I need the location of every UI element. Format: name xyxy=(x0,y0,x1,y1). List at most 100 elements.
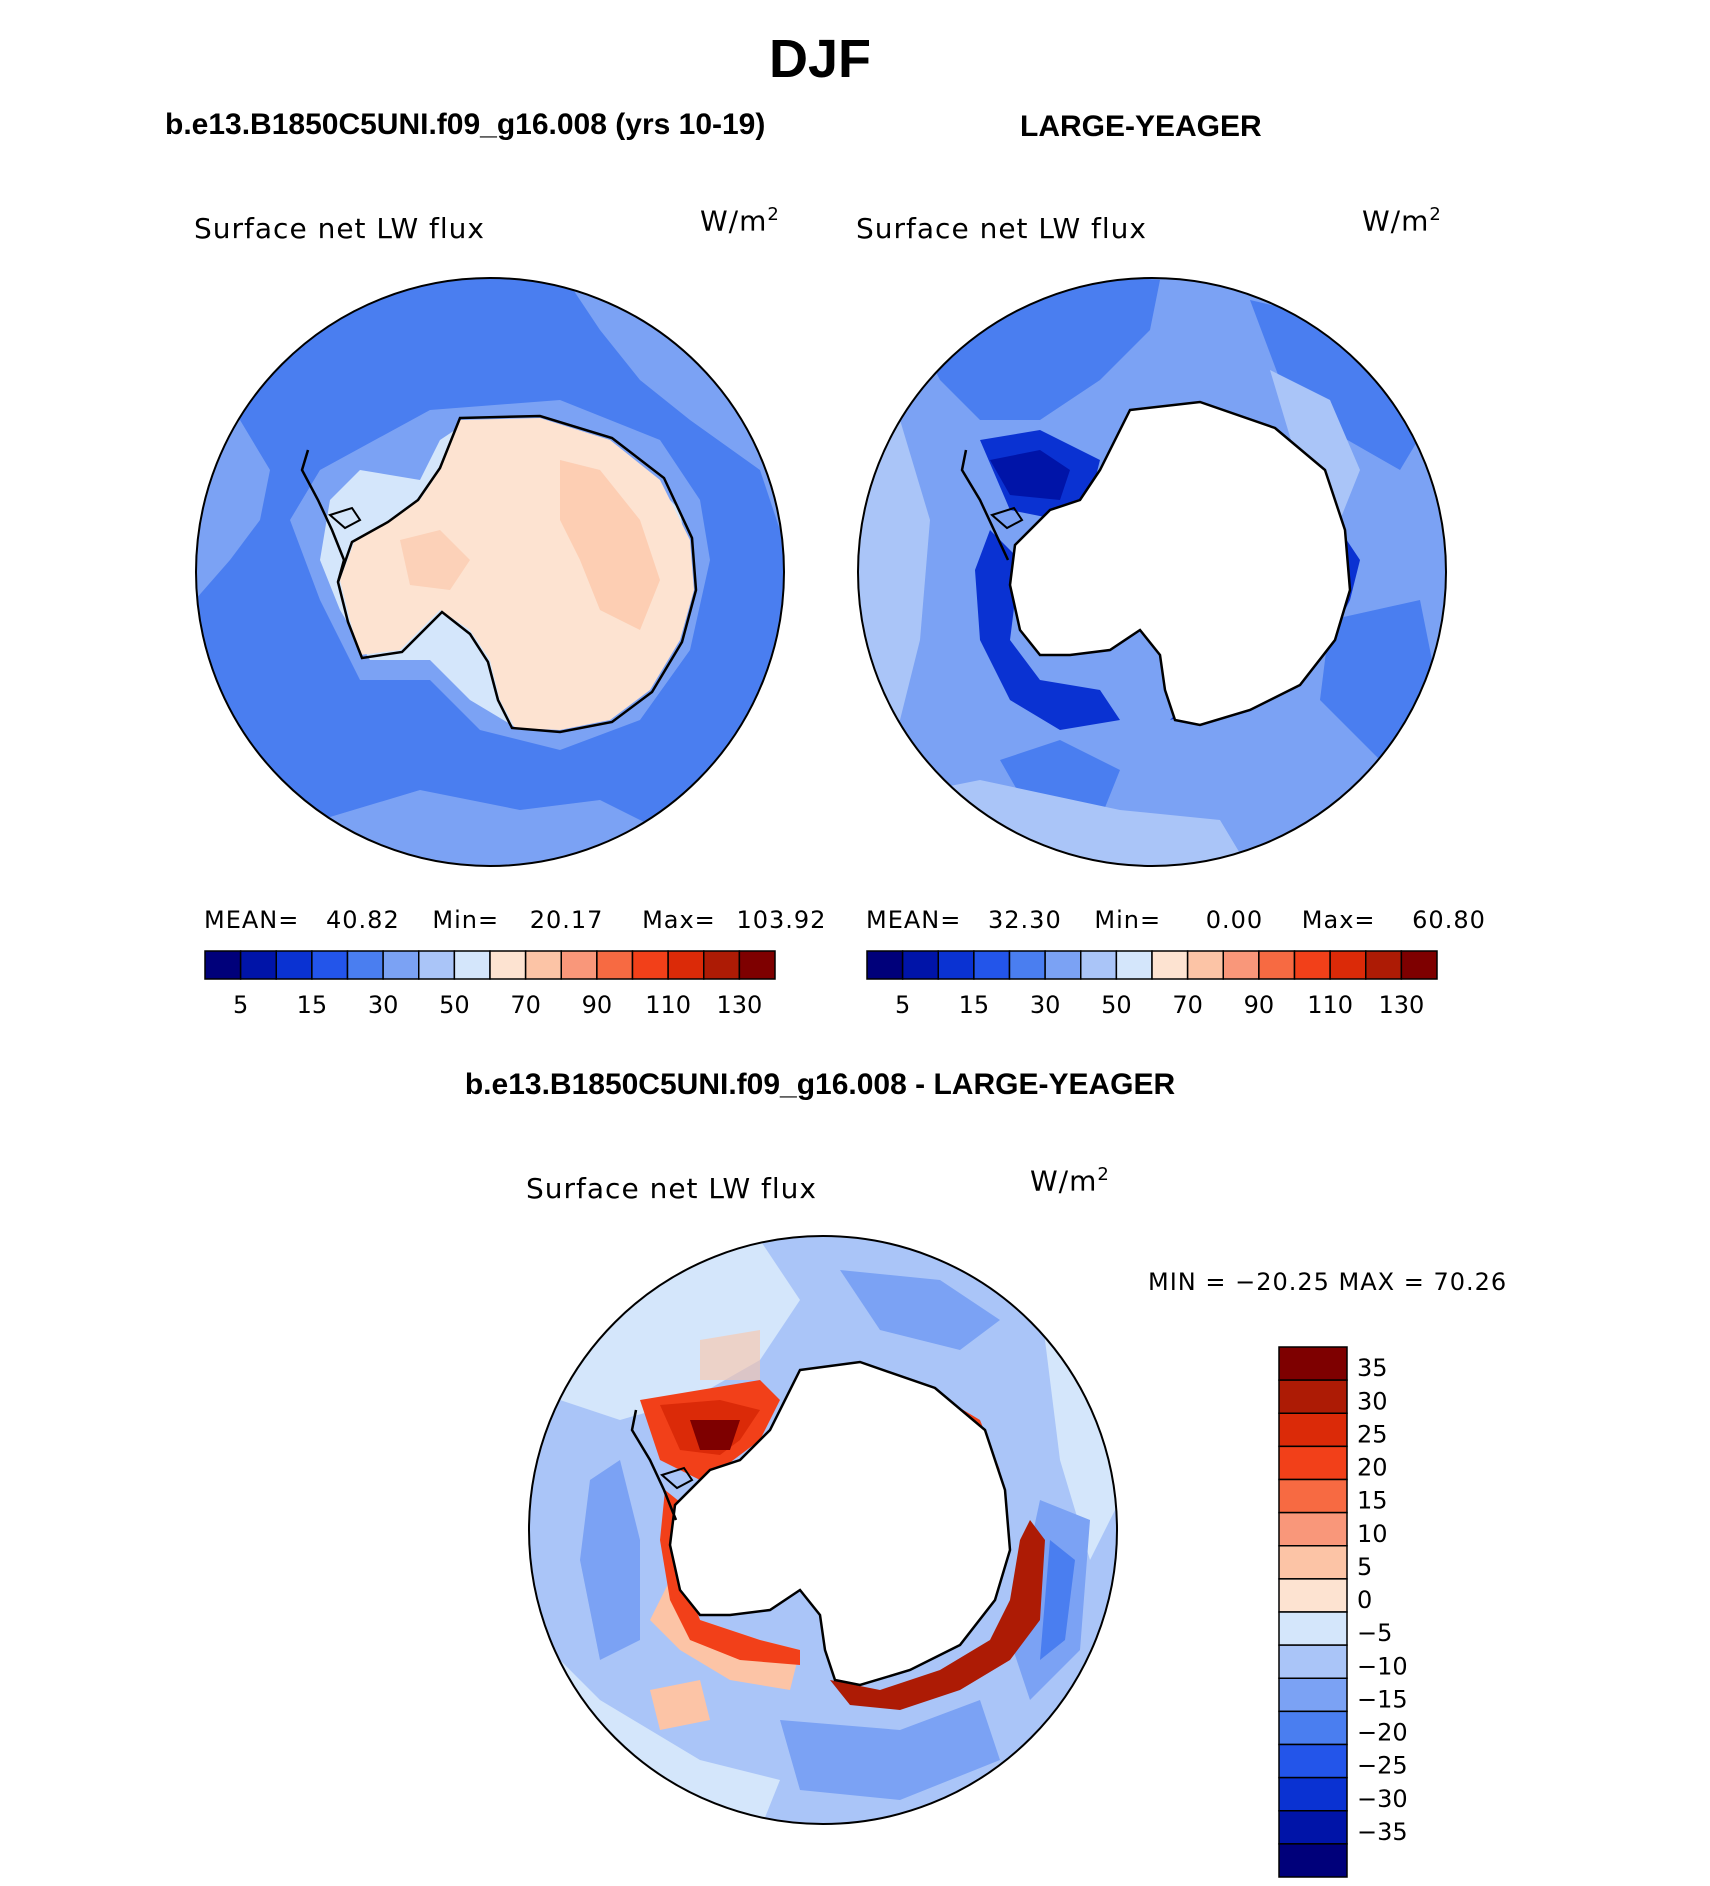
panel2-stats: MEAN= 32.30 Min= 0.00 Max= 60.80 xyxy=(866,906,1486,934)
difference-panel-title: b.e13.B1850C5UNI.f09_g16.008 - LARGE-YEA… xyxy=(464,1068,1176,1101)
panel2-map xyxy=(858,278,1446,866)
panel2-colorbar-box xyxy=(866,950,904,980)
panel1-colorbar-box xyxy=(703,950,741,980)
panel2-colorbar-box xyxy=(901,950,939,980)
panel3-colorbar-tick-label: −35 xyxy=(1357,1818,1408,1846)
panel1-colorbar-box xyxy=(382,950,420,980)
panel2-colorbar-box xyxy=(973,950,1011,980)
panel1-colorbar-box xyxy=(204,950,242,980)
panel3-colorbar-tick-label: 15 xyxy=(1357,1487,1388,1515)
panel3-colorbar-box xyxy=(1278,1346,1348,1381)
panel1-colorbar-box xyxy=(418,950,456,980)
panel3-colorbar-box xyxy=(1278,1611,1348,1646)
panel3-map-border xyxy=(528,1235,1118,1825)
panel3-minmax: MIN = −20.25 MAX = 70.26 xyxy=(1148,1268,1508,1296)
panel1-colorbar-box xyxy=(311,950,349,980)
panel2-colorbar-tick-label: 15 xyxy=(959,991,990,1019)
panel2-map-border xyxy=(857,277,1447,867)
panel3-colorbar-tick-label: 20 xyxy=(1357,1454,1388,1482)
panel3-colorbar-box xyxy=(1278,1379,1348,1414)
panel1-colorbar-box xyxy=(524,950,562,980)
panel3-colorbar-tick-label: 30 xyxy=(1357,1387,1388,1415)
panel1-colorbar-tick-label: 110 xyxy=(645,991,691,1019)
figure-title: DJF xyxy=(768,29,871,89)
panel3-colorbar-tick-label: 35 xyxy=(1357,1354,1388,1382)
panel2-colorbar: 5 15 30 50 70 90 110 130 xyxy=(866,950,1438,1019)
panel1-colorbar-box xyxy=(560,950,598,980)
panel1-colorbar-box xyxy=(239,950,277,980)
panel2-colorbar-tick-label: 30 xyxy=(1030,991,1061,1019)
panel2-units: W/m2 xyxy=(1362,204,1442,238)
panel3-colorbar-tick-label: −30 xyxy=(1357,1785,1408,1813)
panel1-stats: MEAN= 40.82 Min= 20.17 Max= 103.92 xyxy=(204,906,827,934)
panel3-colorbar-box xyxy=(1278,1677,1348,1713)
panel2-colorbar-box xyxy=(1365,950,1403,980)
control-panel-title: LARGE-YEAGER xyxy=(1020,110,1262,143)
panel1-colorbar-box xyxy=(596,950,634,980)
panel3-colorbar-box xyxy=(1278,1644,1348,1679)
panel3-colorbar-tick-label: −5 xyxy=(1357,1619,1392,1647)
panel2-colorbar-box xyxy=(937,950,975,980)
panel3-colorbar-tick-label: −20 xyxy=(1357,1719,1408,1747)
panel2-colorbar-tick-label: 70 xyxy=(1172,991,1203,1019)
panel3-colorbar-box xyxy=(1278,1843,1348,1878)
panel2-colorbar-tick-label: 50 xyxy=(1101,991,1132,1019)
panel3-colorbar-tick-label: −10 xyxy=(1357,1652,1408,1680)
panel1-colorbar-box xyxy=(667,950,705,980)
panel1-map-border xyxy=(195,277,785,867)
panel1-units: W/m2 xyxy=(700,204,780,238)
panel3-colorbar-tick-label: −25 xyxy=(1357,1752,1408,1780)
panel1-colorbar-tick-label: 15 xyxy=(297,991,328,1019)
panel2-variable-label: Surface net LW flux xyxy=(856,212,1147,245)
panel3-colorbar-box xyxy=(1278,1810,1348,1845)
panel1-colorbar-box xyxy=(631,950,669,980)
panel2-colorbar-box xyxy=(1400,950,1438,980)
panel2-colorbar-box xyxy=(1044,950,1082,980)
panel1-colorbar-tick-label: 30 xyxy=(368,991,399,1019)
panel1-colorbar-tick-label: 130 xyxy=(716,991,762,1019)
panel2-colorbar-box xyxy=(1008,950,1046,980)
panel1-variable-label: Surface net LW flux xyxy=(194,212,485,245)
panel3-colorbar-tick-label: 10 xyxy=(1357,1520,1388,1548)
panel3-colorbar-tick-label: 0 xyxy=(1357,1586,1372,1614)
panel2-colorbar-box xyxy=(1258,950,1296,980)
panel1-colorbar-tick-label: 70 xyxy=(510,991,541,1019)
panel1-colorbar-box xyxy=(346,950,384,980)
case-panel-title: b.e13.B1850C5UNI.f09_g16.008 (yrs 10-19) xyxy=(165,108,766,141)
panel1-colorbar-box xyxy=(453,950,491,980)
panel2-colorbar-box xyxy=(1186,950,1224,980)
panel3-colorbar-tick-label: 25 xyxy=(1357,1420,1388,1448)
panel3-colorbar-box xyxy=(1278,1412,1348,1448)
panel2-colorbar-tick-label: 90 xyxy=(1244,991,1275,1019)
panel1-colorbar-box xyxy=(489,950,527,980)
panel3-colorbar-box xyxy=(1278,1478,1348,1514)
panel3-map xyxy=(529,1236,1117,1824)
panel2-colorbar-box xyxy=(1329,950,1367,980)
panel1-colorbar-tick-label: 50 xyxy=(439,991,470,1019)
panel3-colorbar: 35 30 25 20 15 10 5 0 −5 −10 −15 −20 −25 −30 −35 xyxy=(1278,1346,1408,1878)
panel2-colorbar-tick-label: 5 xyxy=(895,991,910,1019)
panel1-map xyxy=(196,278,784,866)
panel3-colorbar-box xyxy=(1278,1578,1348,1613)
panel1-colorbar-tick-label: 90 xyxy=(582,991,613,1019)
panel2-colorbar-tick-label: 110 xyxy=(1307,991,1353,1019)
panel3-colorbar-tick-label: −15 xyxy=(1357,1685,1408,1713)
panel1-colorbar-box xyxy=(275,950,313,980)
panel3-colorbar-box xyxy=(1278,1710,1348,1746)
panel3-colorbar-box xyxy=(1278,1545,1348,1580)
panel1-colorbar-tick-label: 5 xyxy=(233,991,248,1019)
panel3-colorbar-box xyxy=(1278,1743,1348,1779)
panel3-variable-label: Surface net LW flux xyxy=(526,1172,817,1205)
panel3-colorbar-box xyxy=(1278,1511,1348,1547)
panel3-colorbar-tick-label: 5 xyxy=(1357,1553,1372,1581)
panel2-colorbar-tick-label: 130 xyxy=(1378,991,1424,1019)
panel2-colorbar-box xyxy=(1080,950,1118,980)
panel1-colorbar: 5 15 30 50 70 90 110 130 xyxy=(204,950,776,1019)
panel2-colorbar-box xyxy=(1222,950,1260,980)
panel3-colorbar-box xyxy=(1278,1445,1348,1481)
panel3-units: W/m2 xyxy=(1030,1164,1110,1198)
panel2-colorbar-box xyxy=(1293,950,1331,980)
panel1-colorbar-box xyxy=(738,950,776,980)
panel2-colorbar-box xyxy=(1151,950,1189,980)
panel3-colorbar-box xyxy=(1278,1776,1348,1812)
